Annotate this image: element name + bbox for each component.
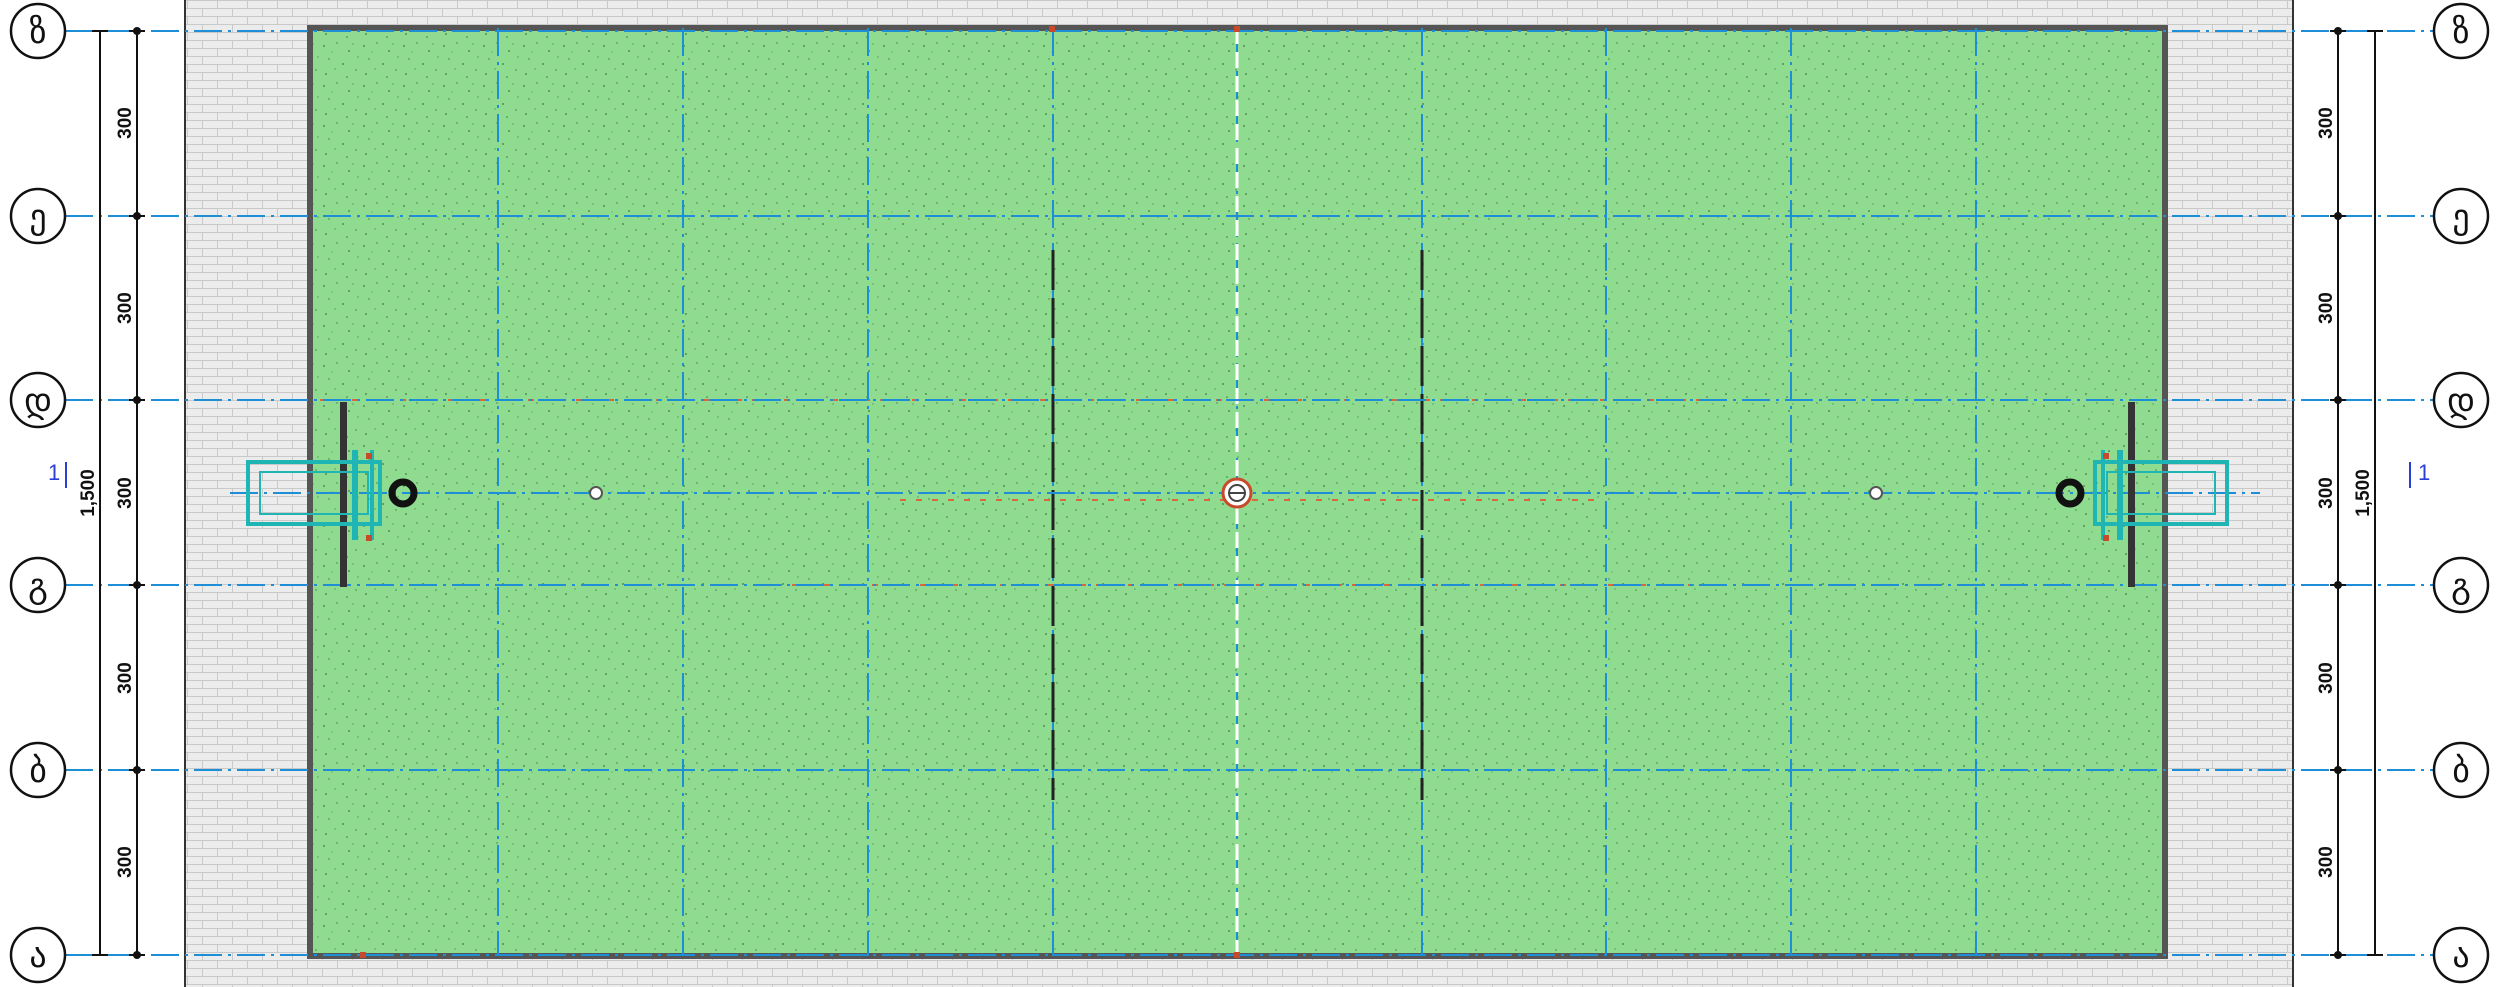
axis-bubble-icon: ა	[9, 926, 67, 984]
axis-label-right-5: ბ	[2452, 751, 2470, 791]
axis-label-right-3: დ	[2447, 381, 2475, 421]
dim-right-segment-2: 300	[2316, 292, 2337, 324]
penalty-spot-right	[1869, 486, 1883, 500]
axis-label-left-6: ა	[29, 936, 46, 976]
dim-left-segment-5: 300	[115, 846, 136, 878]
section-mark-left: 1	[48, 460, 60, 485]
dim-right-segment-3: 300	[2316, 477, 2337, 509]
axis-label-right-1: ზ	[2452, 12, 2469, 52]
dim-right-total: 1,500	[2353, 469, 2374, 517]
axis-bubble-icon: ზ	[2432, 2, 2490, 60]
axis-label-left-1: ზ	[29, 12, 46, 52]
axis-bubble-icon: გ	[2432, 556, 2490, 614]
center-spot-icon	[1221, 477, 1253, 509]
goal-left	[246, 402, 418, 587]
axis-bubble-icon: გ	[9, 556, 67, 614]
dimension-ticks-left	[133, 27, 141, 959]
axis-bubble-icon: ბ	[2432, 741, 2490, 799]
axis-label-left-4: გ	[28, 566, 48, 606]
penalty-spot-left	[589, 486, 603, 500]
axis-label-left-2: ე	[29, 197, 46, 237]
axis-bubble-icon: ე	[9, 187, 67, 245]
dim-right-segment-1: 300	[2316, 107, 2337, 139]
axis-bubble-icon: ბ	[9, 741, 67, 799]
axis-bubble-icon: ზ	[9, 2, 67, 60]
section-mark-right: 1	[2418, 460, 2430, 485]
axis-label-right-4: გ	[2451, 566, 2471, 606]
dim-left-total: 1,500	[78, 469, 99, 517]
dim-left-segment-1: 300	[115, 107, 136, 139]
axis-bubble-icon: დ	[9, 371, 67, 429]
axis-bubble-icon: ე	[2432, 187, 2490, 245]
axis-bubbles-right: ზ ე დ გ ბ ა	[2432, 2, 2490, 984]
axis-bubble-icon: დ	[2432, 371, 2490, 429]
dim-left-segment-4: 300	[115, 662, 136, 694]
goal-right	[2055, 402, 2229, 587]
edge-markers	[360, 26, 1240, 958]
dim-right-segment-4: 300	[2316, 662, 2337, 694]
dim-left-segment-3: 300	[115, 477, 136, 509]
axis-label-left-5: ბ	[29, 751, 47, 791]
axis-bubbles-left: ზ ე დ გ ბ ა	[9, 2, 67, 984]
axis-label-right-6: ა	[2452, 936, 2469, 976]
axis-label-left-3: დ	[24, 381, 52, 421]
dim-left-segment-2: 300	[115, 292, 136, 324]
field-joints	[1051, 250, 1424, 800]
dimension-ticks-right	[2334, 27, 2342, 959]
axis-bubble-icon: ა	[2432, 926, 2490, 984]
axis-label-right-2: ე	[2452, 197, 2469, 237]
dim-right-segment-5: 300	[2316, 846, 2337, 878]
